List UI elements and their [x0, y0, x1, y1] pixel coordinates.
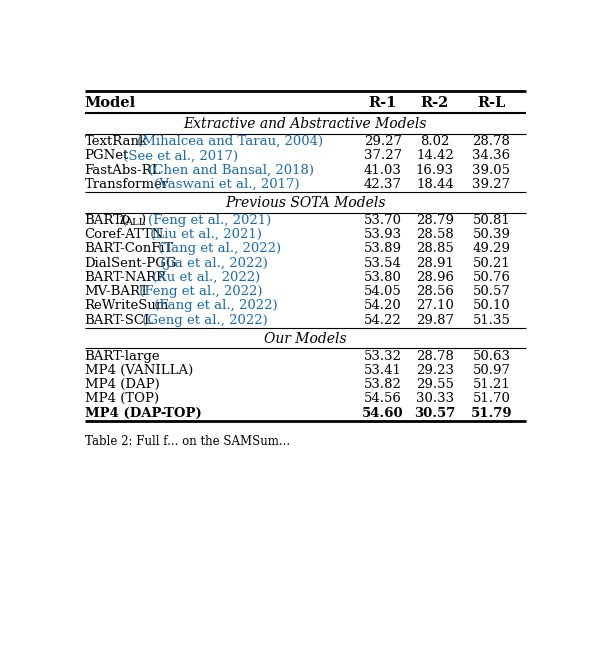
Text: MP4 (TOP): MP4 (TOP) — [85, 392, 159, 406]
Text: Previous SOTA Models: Previous SOTA Models — [225, 196, 386, 211]
Text: 53.32: 53.32 — [364, 349, 402, 362]
Text: Model: Model — [85, 96, 136, 110]
Text: (Fang et al., 2022): (Fang et al., 2022) — [150, 299, 278, 313]
Text: 50.63: 50.63 — [473, 349, 510, 362]
Text: $\mathcal{D}$: $\mathcal{D}$ — [118, 214, 131, 227]
Text: 50.57: 50.57 — [473, 285, 510, 298]
Text: 16.93: 16.93 — [416, 163, 454, 176]
Text: ALL: ALL — [125, 218, 145, 227]
Text: R-2: R-2 — [421, 96, 449, 110]
Text: MV-BART: MV-BART — [85, 285, 149, 298]
Text: 28.78: 28.78 — [473, 135, 510, 148]
Text: 50.10: 50.10 — [473, 299, 510, 313]
Text: 28.78: 28.78 — [416, 349, 454, 362]
Text: 50.76: 50.76 — [473, 271, 510, 284]
Text: 51.21: 51.21 — [473, 378, 510, 391]
Text: 8.02: 8.02 — [420, 135, 449, 148]
Text: MP4 (DAP): MP4 (DAP) — [85, 378, 159, 391]
Text: TextRank: TextRank — [85, 135, 148, 148]
Text: 53.89: 53.89 — [364, 242, 402, 255]
Text: Coref-ATTN: Coref-ATTN — [85, 228, 164, 241]
Text: Transformer: Transformer — [85, 178, 169, 191]
Text: 37.27: 37.27 — [364, 149, 402, 162]
Text: 42.37: 42.37 — [364, 178, 402, 191]
Text: (Feng et al., 2021): (Feng et al., 2021) — [148, 214, 271, 227]
Text: 53.70: 53.70 — [364, 214, 402, 227]
Text: R-1: R-1 — [369, 96, 397, 110]
Text: (Xu et al., 2022): (Xu et al., 2022) — [148, 271, 260, 284]
Text: Extractive and Abstractive Models: Extractive and Abstractive Models — [184, 118, 427, 132]
Text: 29.87: 29.87 — [416, 313, 454, 327]
Text: 50.21: 50.21 — [473, 256, 510, 269]
Text: MP4 (VANILLA): MP4 (VANILLA) — [85, 364, 193, 377]
Text: 53.54: 53.54 — [364, 256, 402, 269]
Text: 39.27: 39.27 — [473, 178, 511, 191]
Text: Our Models: Our Models — [264, 332, 347, 346]
Text: 34.36: 34.36 — [473, 149, 511, 162]
Text: Table 2: Full f... on the SAMSum...: Table 2: Full f... on the SAMSum... — [85, 435, 290, 448]
Text: 30.57: 30.57 — [414, 406, 455, 420]
Text: DialSent-PGG: DialSent-PGG — [85, 256, 177, 269]
Text: 28.85: 28.85 — [416, 242, 454, 255]
Text: 49.29: 49.29 — [473, 242, 510, 255]
Text: BART-SCL: BART-SCL — [85, 313, 153, 327]
Text: 29.23: 29.23 — [416, 364, 454, 377]
Text: ReWriteSum: ReWriteSum — [85, 299, 169, 313]
Text: (Feng et al., 2022): (Feng et al., 2022) — [135, 285, 262, 298]
Text: (See et al., 2017): (See et al., 2017) — [119, 149, 238, 162]
Text: 54.20: 54.20 — [364, 299, 402, 313]
Text: R-L: R-L — [477, 96, 505, 110]
Text: 54.22: 54.22 — [364, 313, 402, 327]
Text: 28.56: 28.56 — [416, 285, 454, 298]
Text: 53.82: 53.82 — [364, 378, 402, 391]
Text: 14.42: 14.42 — [416, 149, 454, 162]
Text: (Chen and Bansal, 2018): (Chen and Bansal, 2018) — [144, 163, 314, 176]
Text: 18.44: 18.44 — [416, 178, 454, 191]
Text: MP4 (DAP-TOP): MP4 (DAP-TOP) — [85, 406, 201, 420]
Text: 29.27: 29.27 — [364, 135, 402, 148]
Text: 50.39: 50.39 — [473, 228, 510, 241]
Text: 50.81: 50.81 — [473, 214, 510, 227]
Text: 53.41: 53.41 — [364, 364, 402, 377]
Text: 50.97: 50.97 — [473, 364, 510, 377]
Text: 53.93: 53.93 — [364, 228, 402, 241]
Text: (Vaswani et al., 2017): (Vaswani et al., 2017) — [150, 178, 299, 191]
Text: ): ) — [141, 214, 150, 227]
Text: 54.05: 54.05 — [364, 285, 402, 298]
Text: BART-ConFiT: BART-ConFiT — [85, 242, 174, 255]
Text: 30.33: 30.33 — [416, 392, 454, 406]
Text: 54.56: 54.56 — [364, 392, 402, 406]
Text: (Tang et al., 2022): (Tang et al., 2022) — [154, 242, 281, 255]
Text: 39.05: 39.05 — [473, 163, 510, 176]
Text: 28.79: 28.79 — [416, 214, 454, 227]
Text: 51.79: 51.79 — [471, 406, 513, 420]
Text: BART-large: BART-large — [85, 349, 160, 362]
Text: 28.91: 28.91 — [416, 256, 454, 269]
Text: 51.70: 51.70 — [473, 392, 510, 406]
Text: 28.58: 28.58 — [416, 228, 454, 241]
Text: FastAbs-RL: FastAbs-RL — [85, 163, 161, 176]
Text: 51.35: 51.35 — [473, 313, 510, 327]
Text: 27.10: 27.10 — [416, 299, 454, 313]
Text: (Liu et al., 2021): (Liu et al., 2021) — [146, 228, 262, 241]
Text: 29.55: 29.55 — [416, 378, 454, 391]
Text: 53.80: 53.80 — [364, 271, 402, 284]
Text: (Mihalcea and Tarau, 2004): (Mihalcea and Tarau, 2004) — [134, 135, 324, 148]
Text: (Jia et al., 2022): (Jia et al., 2022) — [156, 256, 268, 269]
Text: PGNet: PGNet — [85, 149, 129, 162]
Text: (Geng et al., 2022): (Geng et al., 2022) — [138, 313, 268, 327]
Text: BART(: BART( — [85, 214, 128, 227]
Text: 41.03: 41.03 — [364, 163, 402, 176]
Text: 54.60: 54.60 — [362, 406, 403, 420]
Text: BART-NARR: BART-NARR — [85, 271, 166, 284]
Text: 28.96: 28.96 — [416, 271, 454, 284]
